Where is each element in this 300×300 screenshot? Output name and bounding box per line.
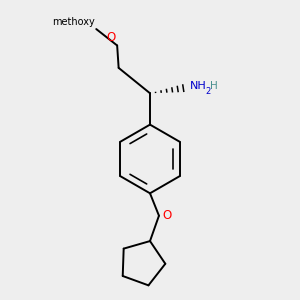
- Text: 2: 2: [205, 87, 211, 96]
- Text: O: O: [106, 31, 116, 44]
- Text: NH: NH: [190, 81, 207, 91]
- Text: H: H: [210, 81, 218, 91]
- Text: O: O: [163, 209, 172, 222]
- Text: methoxy: methoxy: [52, 17, 95, 27]
